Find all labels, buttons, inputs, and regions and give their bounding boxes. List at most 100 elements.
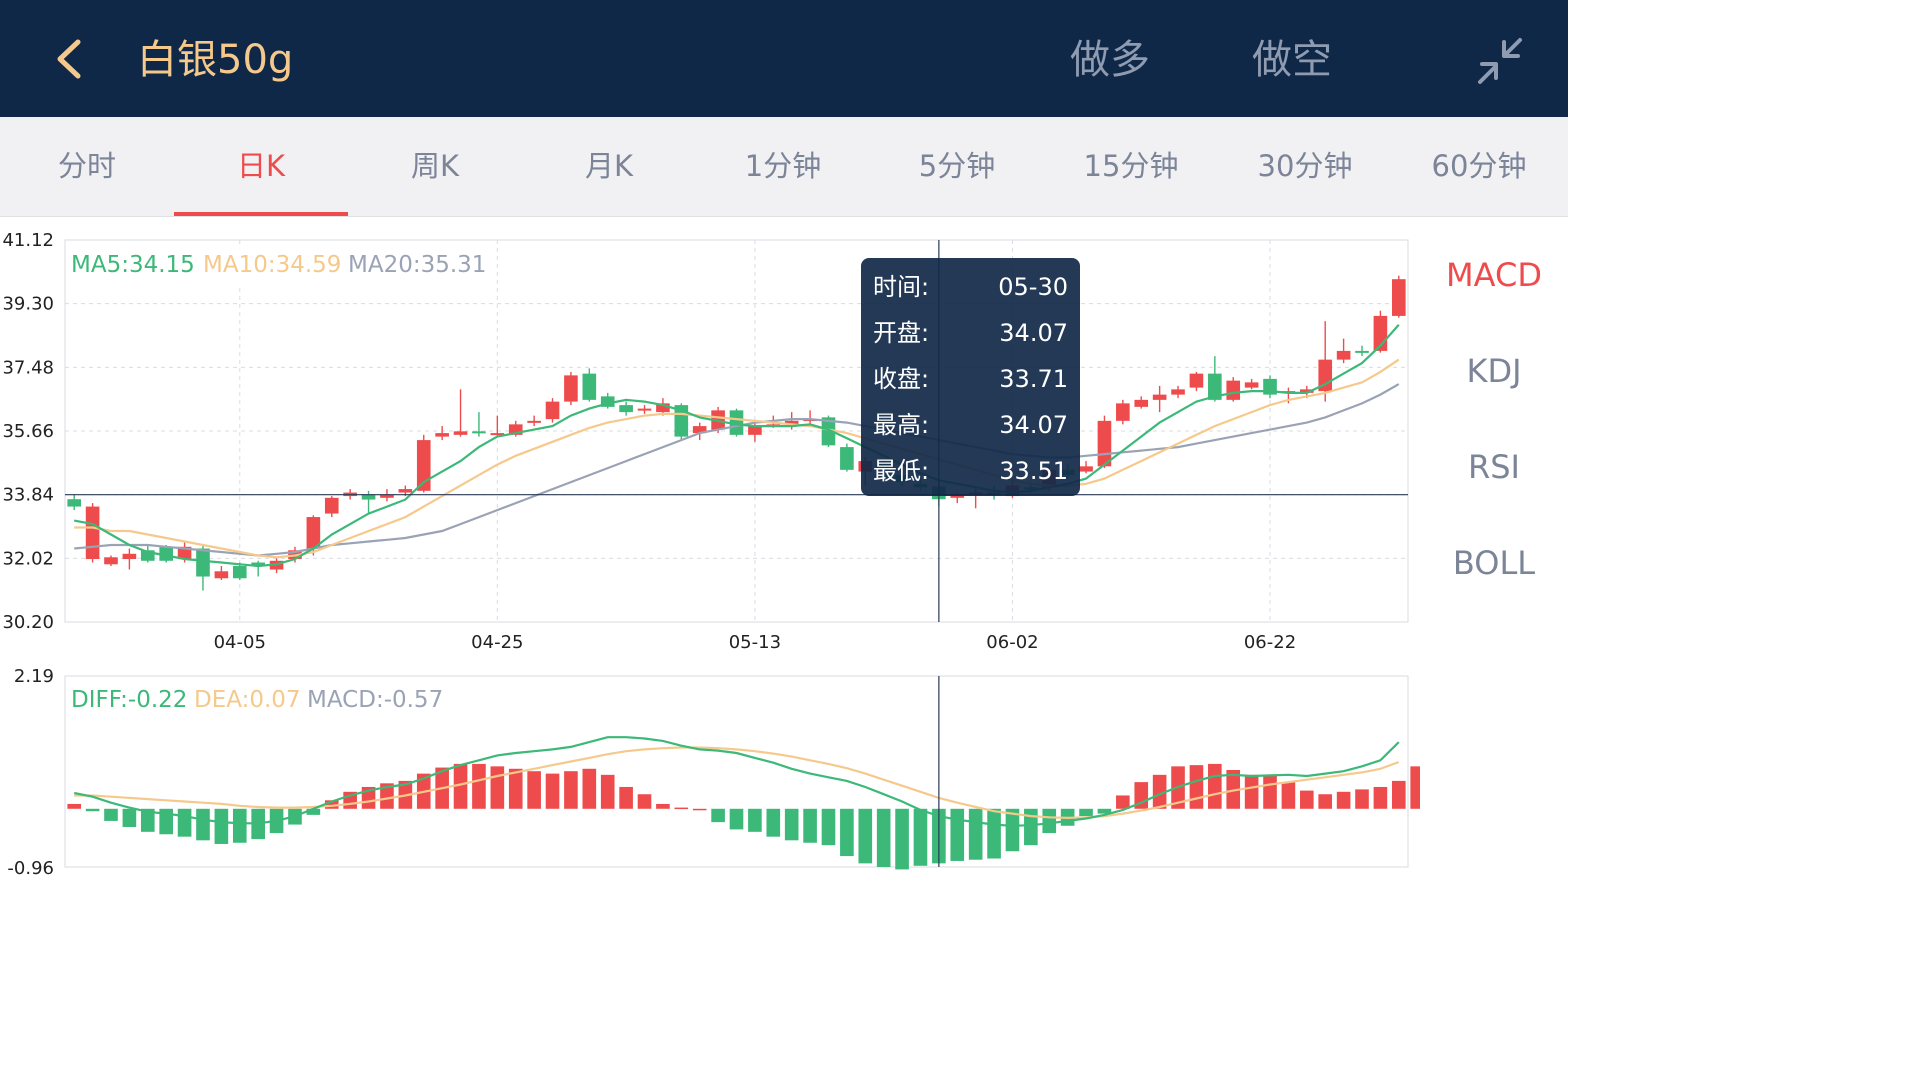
tab-5min[interactable]: 5分钟	[918, 149, 996, 183]
page-title: 白银50g	[137, 37, 294, 83]
price-tooltip: 时间: 05-30 开盘: 34.07 收盘: 33.71 最高: 34.07 …	[861, 258, 1080, 496]
tab-30min[interactable]: 30分钟	[1257, 149, 1353, 183]
period-tab-bar: 分时 日K 周K 月K 1分钟 5分钟 15分钟 30分钟 60分钟	[0, 117, 1568, 217]
candle-body	[1336, 350, 1351, 360]
candle-body	[1355, 350, 1369, 353]
candle-body	[1244, 382, 1259, 388]
candle-body	[104, 557, 118, 565]
tooltip-label-high: 最高:	[873, 411, 929, 439]
tooltip-value-time: 05-30	[998, 273, 1068, 301]
macd-bar	[1300, 790, 1314, 809]
macd-bar	[840, 808, 854, 857]
candle-body	[1079, 466, 1093, 472]
short-button[interactable]: 做空	[1252, 37, 1332, 83]
candle-body	[435, 433, 449, 437]
tab-week-k[interactable]: 周K	[410, 149, 460, 183]
macd-bar	[637, 794, 652, 809]
candle-body	[527, 420, 541, 423]
macd-bar	[1410, 766, 1420, 809]
macd-bar	[582, 768, 597, 809]
candle-body	[324, 497, 339, 514]
ma20-legend: MA20:35.31	[348, 252, 486, 278]
macd-bar	[692, 808, 707, 811]
candle-body	[1226, 380, 1241, 400]
tooltip-label-low: 最低:	[873, 457, 929, 485]
y-tick-label: 30.20	[2, 612, 54, 633]
candle-body	[1300, 389, 1314, 393]
macd-bar	[1336, 791, 1351, 809]
macd-bar	[1281, 782, 1296, 809]
y-tick-label: 39.30	[2, 294, 54, 315]
ma5-legend: MA5:34.15	[71, 252, 195, 278]
kline-chart[interactable]: 41.12 39.30 37.48 35.66 33.84 32.02 30.20 04-0…	[0, 0, 1420, 882]
candle-body	[398, 489, 413, 493]
candle-body	[1152, 394, 1167, 400]
candle-body	[950, 494, 965, 498]
candle-body	[748, 426, 762, 435]
y-tick-label: 41.12	[2, 230, 54, 251]
ma10-legend: MA10:34.59	[203, 252, 341, 278]
tab-timeshare[interactable]: 分时	[57, 149, 116, 183]
macd-bar	[600, 774, 615, 809]
macd-bar	[527, 771, 541, 809]
candle-body	[1208, 373, 1222, 400]
ma20-line	[74, 383, 1400, 557]
indicator-macd[interactable]: MACD	[1446, 256, 1542, 294]
diff-legend: DIFF:-0.22	[71, 687, 187, 713]
macd-ytick-min: -0.96	[7, 858, 54, 879]
candle-body	[122, 553, 137, 560]
candle-body	[1116, 403, 1130, 421]
candle-body	[159, 546, 173, 561]
macd-bar	[711, 808, 725, 823]
indicator-rsi[interactable]: RSI	[1468, 448, 1520, 486]
macd-bar	[1373, 786, 1388, 809]
tooltip-label-time: 时间:	[873, 273, 929, 301]
y-tick-label: 32.02	[2, 548, 54, 569]
macd-bar	[1318, 794, 1333, 809]
x-tick-label: 04-05	[214, 632, 266, 653]
macd-bar	[1079, 808, 1093, 817]
y-tick-label: 37.48	[2, 357, 54, 378]
macd-bar	[67, 803, 82, 809]
macd-bar	[784, 808, 799, 841]
tooltip-value-open: 34.07	[999, 319, 1068, 347]
top-bar: 白银50g 做多 做空	[0, 0, 1568, 117]
macd-bar	[508, 768, 523, 809]
candle-body	[232, 566, 247, 579]
candle-body	[1391, 279, 1406, 316]
macd-bar	[803, 808, 817, 843]
tab-60min[interactable]: 60分钟	[1431, 149, 1527, 183]
diff-line	[73, 736, 1400, 827]
candle-body	[85, 506, 100, 560]
tab-month-k[interactable]: 月K	[584, 149, 634, 183]
macd-bar	[748, 808, 762, 832]
tooltip-label-close: 收盘:	[873, 365, 929, 393]
macd-bar	[1208, 763, 1222, 809]
macd-bar	[1391, 780, 1406, 809]
macd-bar	[1152, 774, 1167, 809]
macd-bar	[472, 763, 486, 809]
candle-body	[416, 440, 431, 491]
macd-bar	[177, 808, 192, 837]
macd-bar	[453, 763, 468, 809]
indicator-boll[interactable]: BOLL	[1452, 544, 1536, 582]
candle-body	[1189, 373, 1204, 388]
macd-bar	[122, 808, 137, 827]
back-button[interactable]	[48, 34, 98, 84]
macd-bar	[564, 771, 578, 809]
ma10-line	[74, 358, 1400, 559]
tab-day-k[interactable]: 日K	[174, 117, 348, 216]
candle-body	[637, 408, 652, 411]
macd-bar	[858, 808, 873, 864]
collapse-arrows-icon	[1478, 38, 1522, 84]
macd-bar	[876, 808, 891, 867]
macd-bar	[214, 808, 229, 844]
macd-bar	[656, 803, 670, 809]
indicator-kdj[interactable]: KDJ	[1466, 352, 1522, 390]
long-button[interactable]: 做多	[1070, 37, 1150, 83]
macd-bar	[1005, 808, 1020, 852]
tab-15min[interactable]: 15分钟	[1083, 149, 1179, 183]
macd-bar	[1263, 774, 1277, 809]
tab-1min[interactable]: 1分钟	[744, 149, 822, 183]
collapse-button[interactable]	[1474, 34, 1528, 88]
